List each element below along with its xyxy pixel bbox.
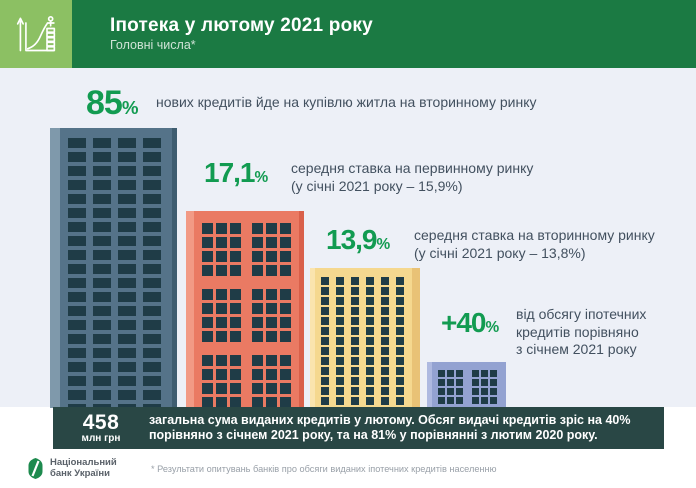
stat-text-plus40: від обсягу іпотечних кредитів порівняно … [516,306,647,357]
building-3-left-strip [310,268,315,408]
summary-value: 458 [82,410,120,434]
summary-text: загальна сума виданих кредитів у лютому.… [149,412,631,443]
header-tile [0,0,72,68]
building-4-small [427,362,506,408]
percent-sign: % [121,97,139,118]
page-title: Іпотека у лютому 2021 року [110,15,373,36]
stat-value-85: 85% [86,84,139,122]
percent-sign: % [254,169,269,186]
growth-chart-icon [16,16,56,52]
building-2-windows [202,223,291,408]
building-3-right-strip [412,268,420,408]
page-subtitle: Головні числа* [110,38,196,52]
summary-bar: 458 млн грн загальна сума виданих кредит… [53,407,664,449]
nbu-logo-name: Національний банк України [50,457,117,479]
stat-value-plus40: +40% [441,307,500,338]
footnote: * Результати опитувань банків про обсяги… [151,464,497,474]
stat-text-85: нових кредитів йде на купівлю житла на в… [156,94,537,110]
nbu-logo: Національний банк України [28,457,117,479]
building-2-coral [186,211,304,408]
building-1-windows [68,138,161,408]
stat-value-171: 17,1% [204,157,269,188]
summary-value-block: 458 млн грн [53,410,149,444]
percent-sign: % [485,319,500,336]
header: Іпотека у лютому 2021 року Головні числа… [0,0,696,68]
stat-value-139: 13,9% [326,224,391,255]
building-4-left-strip [427,362,432,408]
nbu-logo-icon [28,458,43,479]
percent-sign: % [376,236,391,253]
building-4-windows [438,370,497,408]
building-3-yellow [310,268,420,408]
building-1-tall [50,128,177,408]
stat-text-139: середня ставка на вторинному ринку (у сі… [414,227,655,261]
summary-unit: млн грн [81,432,121,444]
stat-text-171: середня ставка на первинному ринку (у сі… [291,160,534,194]
building-1-right-strip [172,128,177,408]
header-titles: Іпотека у лютому 2021 року Головні числа… [110,0,373,68]
building-3-windows [321,277,406,408]
building-2-right-strip [299,211,304,408]
building-2-left-strip [186,211,194,408]
building-1-left-strip [50,128,60,408]
